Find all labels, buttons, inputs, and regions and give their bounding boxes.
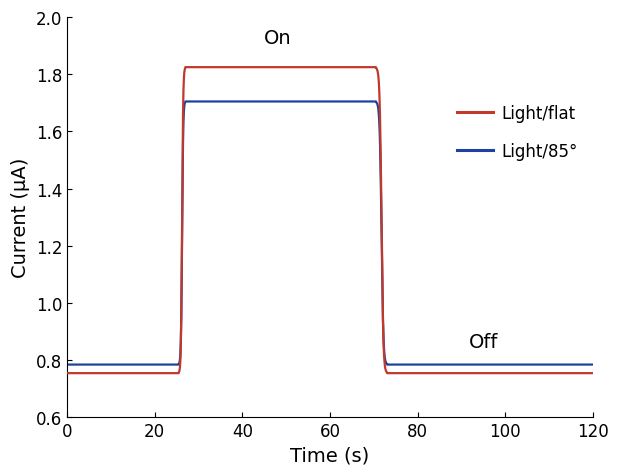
X-axis label: Time (s): Time (s): [290, 446, 370, 465]
Text: On: On: [264, 29, 291, 48]
Y-axis label: Current (μA): Current (μA): [11, 158, 30, 278]
Text: Off: Off: [469, 333, 498, 351]
Legend: Light/flat, Light/85°: Light/flat, Light/85°: [450, 99, 585, 168]
